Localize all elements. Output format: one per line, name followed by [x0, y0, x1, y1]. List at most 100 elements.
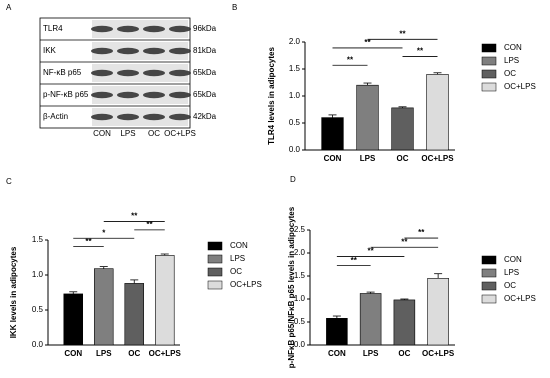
blot-band — [91, 113, 113, 121]
blot-size-label: 96kDa — [193, 24, 217, 33]
y-tick-label: 0.5 — [32, 305, 44, 314]
blot-band — [117, 47, 139, 55]
legend-swatch — [207, 280, 223, 290]
bar — [427, 277, 449, 346]
x-tick-label: CON — [64, 349, 82, 358]
y-tick-label: 0.5 — [289, 118, 301, 127]
blot-band — [117, 25, 139, 33]
blot-band — [169, 25, 191, 33]
blot-band — [91, 69, 113, 77]
blot-row-label: NF-κB p65 — [43, 68, 82, 77]
blot-band — [91, 47, 113, 55]
panel-label: A — [6, 3, 12, 12]
blot-band — [143, 69, 165, 77]
legend-label: CON — [504, 43, 522, 52]
bar — [326, 318, 348, 346]
blot-strip — [92, 64, 188, 82]
x-tick-label: LPS — [363, 349, 379, 358]
legend-label: OC+LPS — [504, 82, 536, 91]
y-tick-label: 1.5 — [294, 271, 306, 280]
y-axis-label: IKK levels in adipocytes — [9, 246, 18, 338]
blot-size-label: 65kDa — [193, 90, 217, 99]
panel-label: B — [232, 3, 237, 12]
blot-row-label: TLR4 — [43, 24, 63, 33]
blot-band — [169, 91, 191, 99]
blot-size-label: 65kDa — [193, 68, 217, 77]
blot-band — [91, 25, 113, 33]
blot-band — [143, 25, 165, 33]
x-tick-label: CON — [324, 154, 342, 163]
y-axis-label: p-NFκB p65/NFκB p65 levels in adipocytes — [287, 206, 296, 368]
bar — [93, 268, 114, 346]
legend-swatch — [481, 255, 497, 265]
panel-label: C — [6, 177, 12, 186]
legend-label: CON — [230, 241, 248, 250]
legend-swatch — [481, 56, 497, 66]
legend-label: OC — [504, 69, 516, 78]
blot-lane-label: LPS — [120, 129, 135, 138]
legend-swatch — [481, 43, 497, 53]
significance-label: ** — [146, 220, 153, 229]
blot-lane-label: CON — [93, 129, 111, 138]
legend-swatch — [207, 254, 223, 264]
blot-band — [117, 69, 139, 77]
blot-size-label: 42kDa — [193, 112, 217, 121]
legend-swatch — [481, 69, 497, 79]
blot-row-label: p-NF-κB p65 — [43, 90, 89, 99]
y-tick-label: 2.0 — [289, 37, 301, 46]
significance-label: ** — [418, 228, 425, 237]
blot-row-label: β-Actin — [43, 112, 68, 121]
y-tick-label: 2.0 — [294, 248, 306, 257]
legend-label: LPS — [504, 268, 519, 277]
blot-size-label: 81kDa — [193, 46, 217, 55]
legend-swatch — [481, 281, 497, 291]
blot-band — [143, 47, 165, 55]
x-tick-label: CON — [328, 349, 346, 358]
blot-band — [169, 113, 191, 121]
significance-label: * — [102, 228, 106, 237]
y-tick-label: 0.0 — [32, 340, 44, 349]
legend-label: OC+LPS — [504, 294, 536, 303]
y-tick-label: 1.0 — [32, 270, 44, 279]
blot-strip — [92, 20, 188, 38]
y-tick-label: 2.5 — [294, 225, 306, 234]
legend-label: OC — [504, 281, 516, 290]
x-tick-label: LPS — [360, 154, 376, 163]
y-tick-label: 1.0 — [289, 91, 301, 100]
legend-label: LPS — [230, 254, 245, 263]
significance-label: ** — [364, 38, 371, 47]
legend-swatch — [481, 268, 497, 278]
blot-band — [117, 91, 139, 99]
blot-strip — [92, 86, 188, 104]
significance-label: ** — [351, 256, 358, 265]
x-tick-label: OC+LPS — [421, 154, 454, 163]
bar — [426, 74, 449, 151]
blot-strip — [92, 108, 188, 126]
blot-lane-label: OC — [148, 129, 160, 138]
significance-label: ** — [368, 247, 375, 256]
panel-label: D — [290, 175, 296, 184]
x-tick-label: OC — [398, 349, 410, 358]
x-tick-label: OC+LPS — [422, 349, 455, 358]
y-tick-label: 1.0 — [294, 294, 306, 303]
significance-label: ** — [401, 237, 408, 246]
legend-swatch — [481, 82, 497, 92]
x-tick-label: OC — [397, 154, 409, 163]
blot-band — [91, 91, 113, 99]
y-tick-label: 1.5 — [289, 64, 301, 73]
blot-band — [169, 69, 191, 77]
bar — [356, 84, 379, 151]
significance-label: ** — [399, 29, 406, 38]
legend-label: OC — [230, 267, 242, 276]
y-tick-label: 0.0 — [289, 145, 301, 154]
bar — [124, 283, 145, 346]
bar — [393, 299, 416, 346]
significance-label: ** — [131, 212, 138, 221]
y-tick-label: 0.5 — [294, 317, 306, 326]
bar — [63, 293, 84, 346]
y-axis-label: TLR4 levels in adipocytes — [267, 47, 276, 145]
y-tick-label: 1.5 — [32, 235, 44, 244]
blot-band — [169, 47, 191, 55]
legend-label: OC+LPS — [230, 280, 262, 289]
